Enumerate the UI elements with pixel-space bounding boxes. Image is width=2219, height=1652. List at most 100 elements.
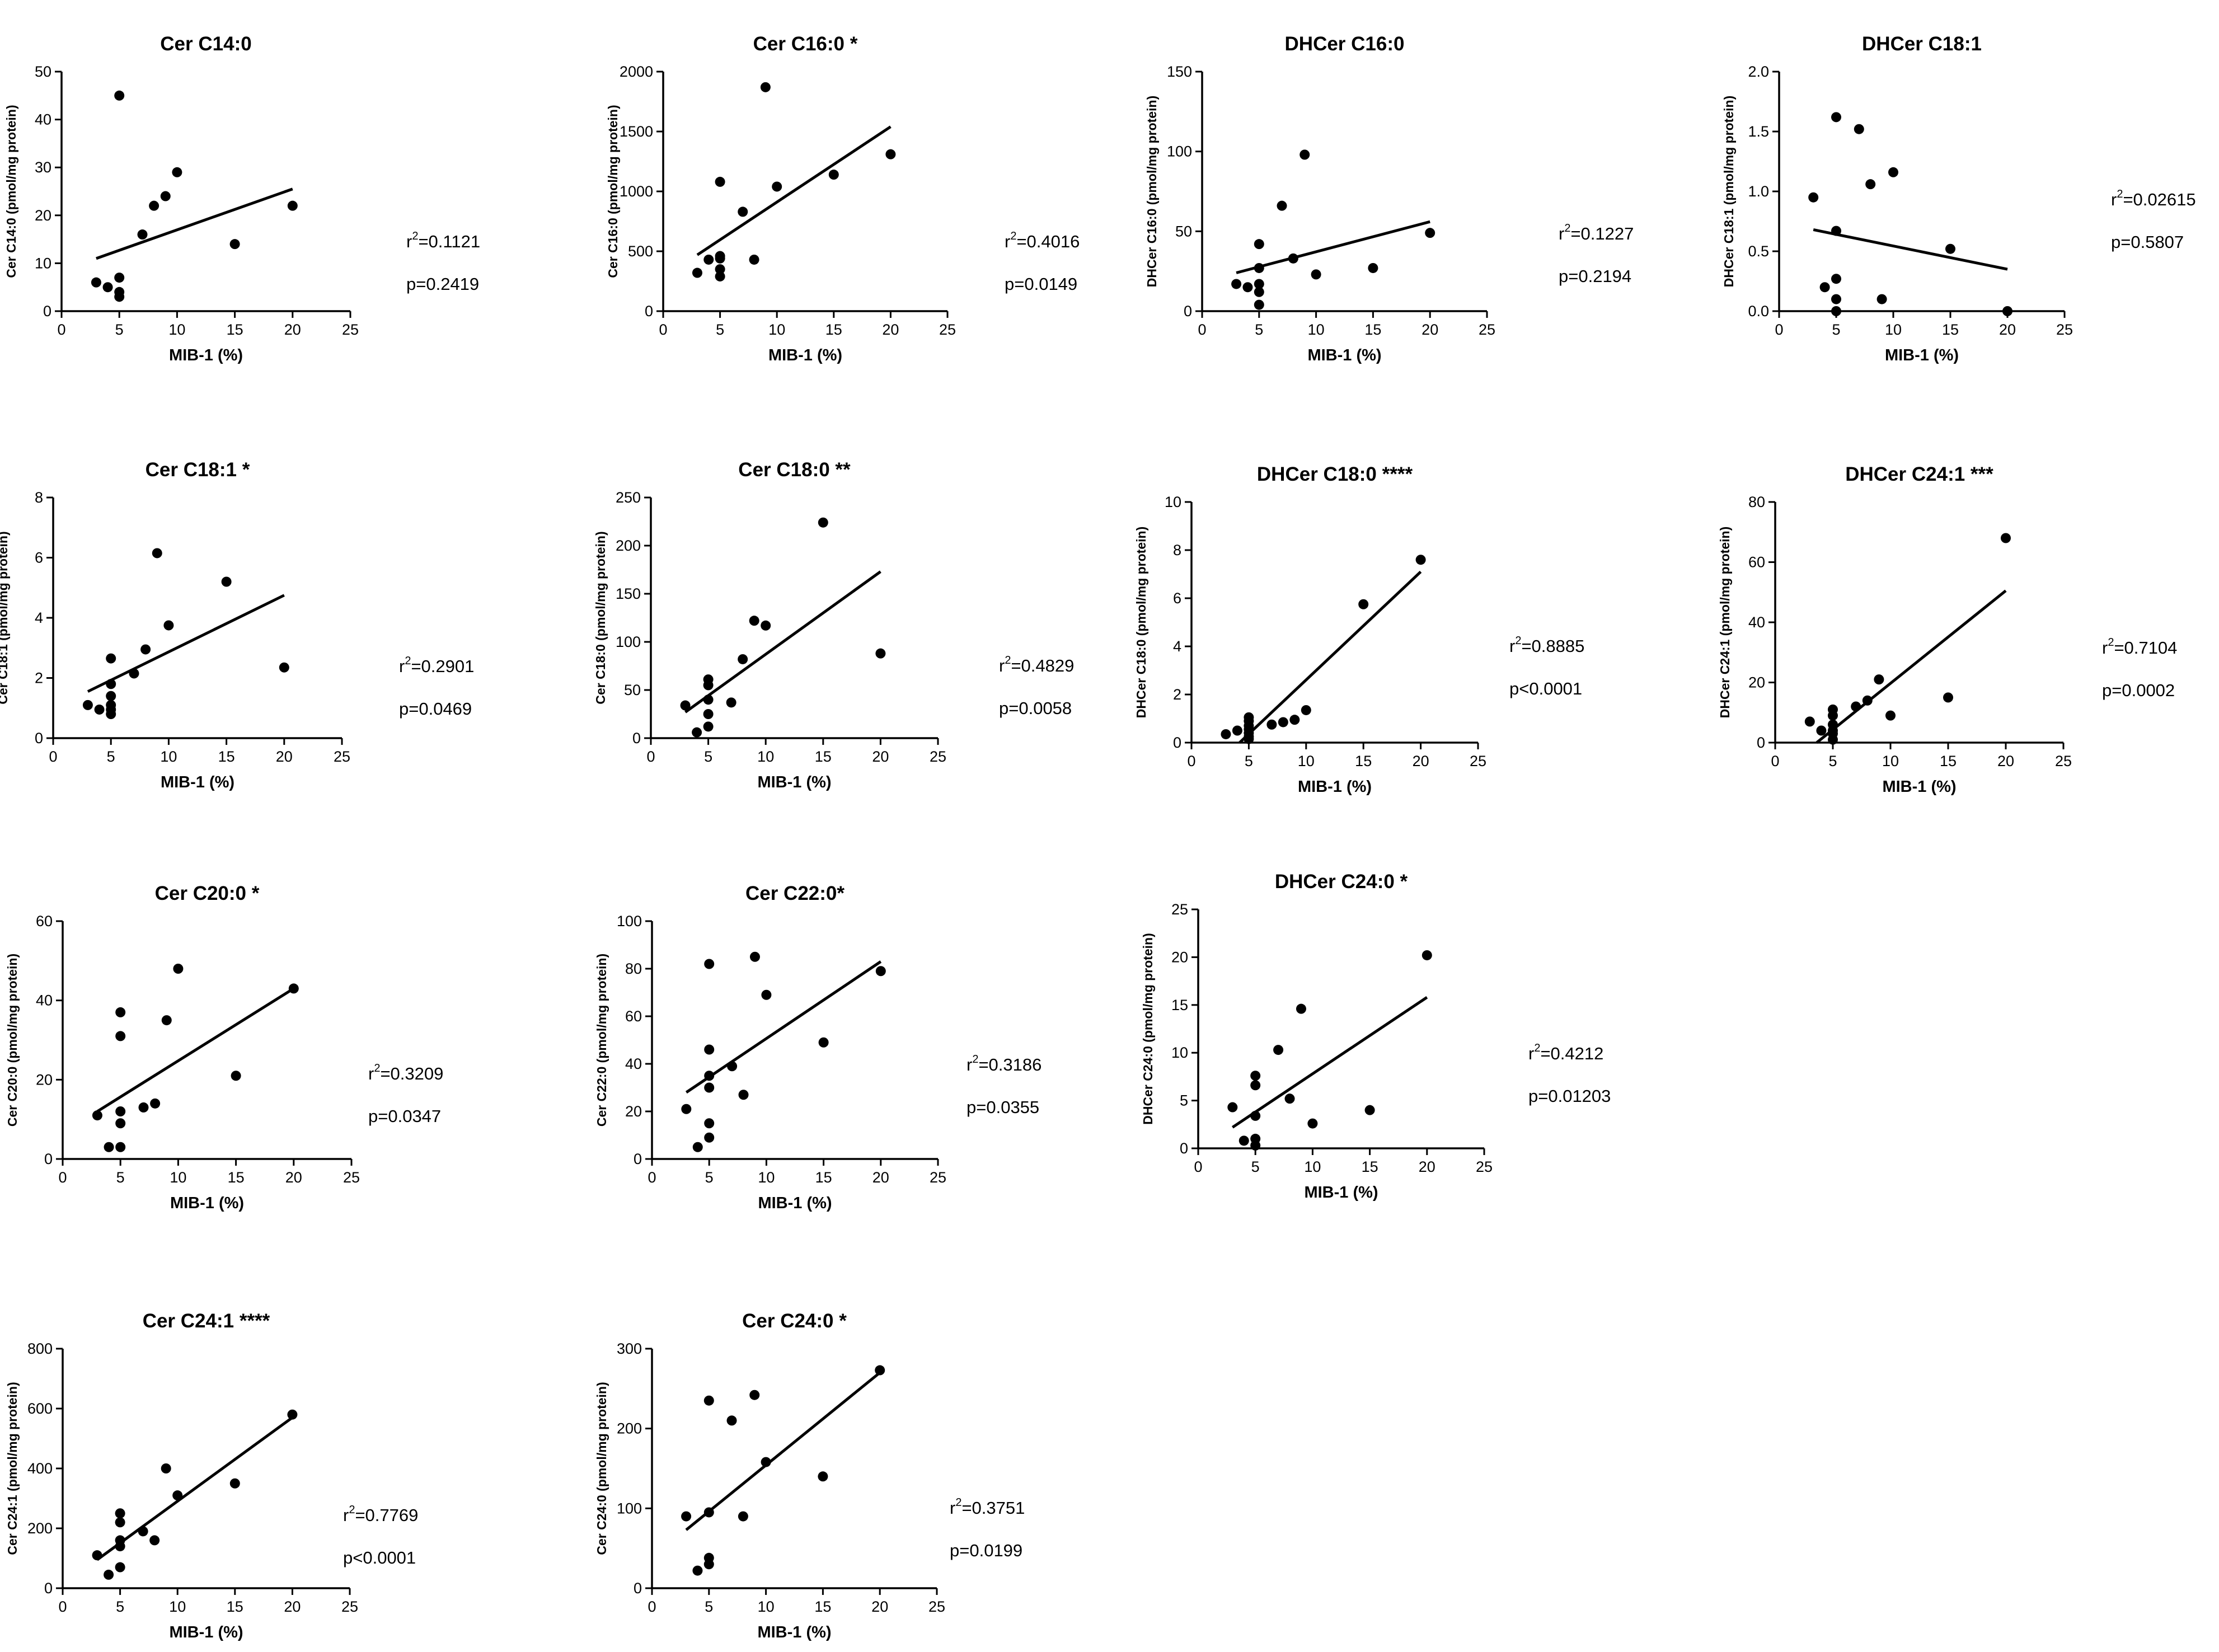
y-tick-label: 40 <box>35 111 51 128</box>
x-tick-label: 0 <box>646 748 655 765</box>
regression-line <box>1238 570 1422 744</box>
regression-line <box>1236 220 1430 274</box>
data-point <box>1415 555 1426 565</box>
data-point <box>761 989 772 1000</box>
p-value: p=0.2419 <box>406 274 479 294</box>
x-tick-label: 5 <box>115 321 124 338</box>
data-point <box>161 1463 171 1473</box>
panel-title: Cer C20:0 * <box>155 883 260 904</box>
y-tick-label: 40 <box>36 992 53 1009</box>
y-tick-label: 8 <box>35 489 43 506</box>
data-point <box>1854 124 1864 134</box>
regression-line <box>1231 996 1428 1129</box>
y-tick-label: 100 <box>617 913 642 930</box>
data-point <box>1828 734 1838 745</box>
x-tick-label: 25 <box>930 1169 946 1186</box>
x-tick-label: 0 <box>49 748 57 765</box>
x-tick-label: 0 <box>648 1598 656 1615</box>
data-point <box>1828 710 1838 721</box>
y-axis-label: Cer C20:0 (pmol/mg protein) <box>5 954 20 1127</box>
data-point <box>115 1031 126 1041</box>
regression-line <box>685 960 882 1094</box>
y-tick-label: 0 <box>43 303 51 320</box>
data-point <box>1808 192 1819 203</box>
data-point <box>1254 279 1264 289</box>
data-point <box>681 1104 692 1114</box>
data-point <box>1307 1118 1318 1129</box>
data-point <box>106 691 116 701</box>
y-tick-label: 100 <box>616 633 641 650</box>
x-tick-label: 0 <box>1771 753 1779 769</box>
y-tick-label: 0 <box>44 1580 53 1597</box>
x-tick-label: 25 <box>334 748 350 765</box>
data-point <box>749 1390 760 1400</box>
x-tick-label: 15 <box>218 748 235 765</box>
r-squared-value: r2=0.7769 <box>343 1504 418 1525</box>
x-tick-label: 0 <box>1187 753 1195 769</box>
y-tick-label: 0 <box>1180 1140 1188 1157</box>
data-point <box>1831 294 1841 304</box>
data-point <box>715 253 725 264</box>
data-point <box>287 1409 298 1420</box>
x-tick-label: 5 <box>1255 321 1263 338</box>
panel-title: DHCer C24:0 * <box>1275 871 1408 893</box>
x-tick-label: 0 <box>58 1169 67 1186</box>
y-tick-label: 1500 <box>620 123 653 140</box>
r-squared-value: r2=0.4829 <box>999 654 1074 675</box>
x-tick-label: 10 <box>169 1598 186 1615</box>
x-tick-label: 25 <box>2055 753 2072 769</box>
x-tick-label: 10 <box>758 1598 775 1615</box>
regression-line <box>685 1371 881 1531</box>
y-tick-label: 30 <box>35 159 51 176</box>
x-tick-label: 5 <box>116 1169 125 1186</box>
y-tick-label: 0 <box>632 730 641 747</box>
data-point <box>1851 701 1861 712</box>
y-axis-label: DHCer C24:1 (pmol/mg protein) <box>1718 527 1732 718</box>
r-squared-value: r2=0.3209 <box>368 1062 443 1083</box>
data-point <box>115 1517 125 1528</box>
x-tick-label: 15 <box>227 321 243 338</box>
data-point <box>875 966 886 977</box>
data-point <box>692 727 702 738</box>
data-point <box>92 1550 102 1561</box>
x-tick-label: 20 <box>1422 321 1438 338</box>
x-axis-label: MIB-1 (%) <box>1882 778 1956 796</box>
x-tick-label: 5 <box>705 1169 714 1186</box>
data-point <box>1250 1071 1261 1081</box>
data-point <box>1273 1045 1284 1055</box>
x-tick-label: 10 <box>1298 753 1315 769</box>
x-tick-label: 20 <box>1997 753 2014 769</box>
x-tick-label: 25 <box>1470 753 1486 769</box>
scatter-panel-3: DHCer C16:0 0 5 10 15 20 25 0 50 100 150 MIB-1 (%) D… <box>1144 33 1634 364</box>
data-point <box>1221 729 1231 739</box>
x-tick-label: 15 <box>814 1598 831 1615</box>
x-tick-label: 25 <box>939 321 956 338</box>
p-value: p=0.01203 <box>1528 1086 1611 1106</box>
data-point <box>172 167 182 177</box>
data-point <box>761 1457 771 1467</box>
data-point <box>726 697 736 708</box>
data-point <box>1232 725 1242 736</box>
data-point <box>749 616 759 626</box>
panel-title: DHCer C18:0 **** <box>1257 463 1413 485</box>
y-tick-label: 50 <box>1175 223 1192 240</box>
data-point <box>150 1098 161 1109</box>
y-axis-label: Cer C22:0 (pmol/mg protein) <box>594 954 609 1127</box>
r-squared-value: r2=0.02615 <box>2111 188 2196 209</box>
data-point <box>92 1110 102 1121</box>
data-point <box>1250 1080 1261 1091</box>
data-point <box>1816 725 1827 736</box>
y-axis-label: Cer C16:0 (pmol/mg protein) <box>606 105 620 278</box>
r-squared-value: r2=0.4016 <box>1005 230 1080 251</box>
data-point <box>152 548 162 559</box>
regression-line <box>96 187 293 260</box>
x-tick-label: 25 <box>2056 321 2073 338</box>
y-tick-label: 0 <box>634 1151 642 1167</box>
y-tick-label: 6 <box>1173 590 1181 607</box>
data-point <box>761 620 771 631</box>
y-tick-label: 80 <box>625 960 642 977</box>
x-tick-label: 15 <box>1362 1158 1378 1175</box>
x-tick-label: 5 <box>116 1598 124 1615</box>
y-tick-label: 20 <box>35 207 51 224</box>
r-squared-value: r2=0.3186 <box>967 1053 1042 1074</box>
